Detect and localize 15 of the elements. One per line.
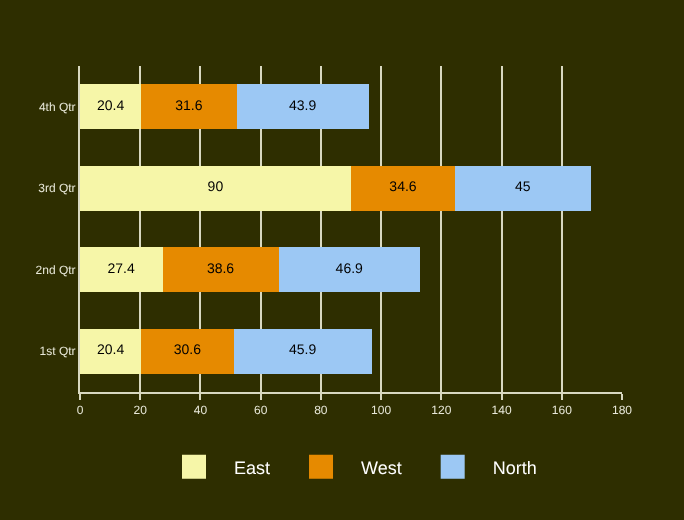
bar — [351, 165, 456, 211]
bar — [236, 84, 369, 130]
bar — [141, 84, 237, 130]
bar — [80, 84, 142, 130]
bar — [162, 247, 279, 293]
legend-label: West — [361, 457, 403, 478]
legend-label: East — [234, 457, 272, 478]
bar — [80, 165, 351, 211]
bar — [278, 247, 420, 293]
bar — [455, 165, 591, 211]
bar — [80, 247, 163, 293]
bar — [233, 328, 372, 374]
bar — [141, 328, 234, 374]
legend-label: North — [492, 457, 537, 478]
bar — [80, 328, 142, 374]
